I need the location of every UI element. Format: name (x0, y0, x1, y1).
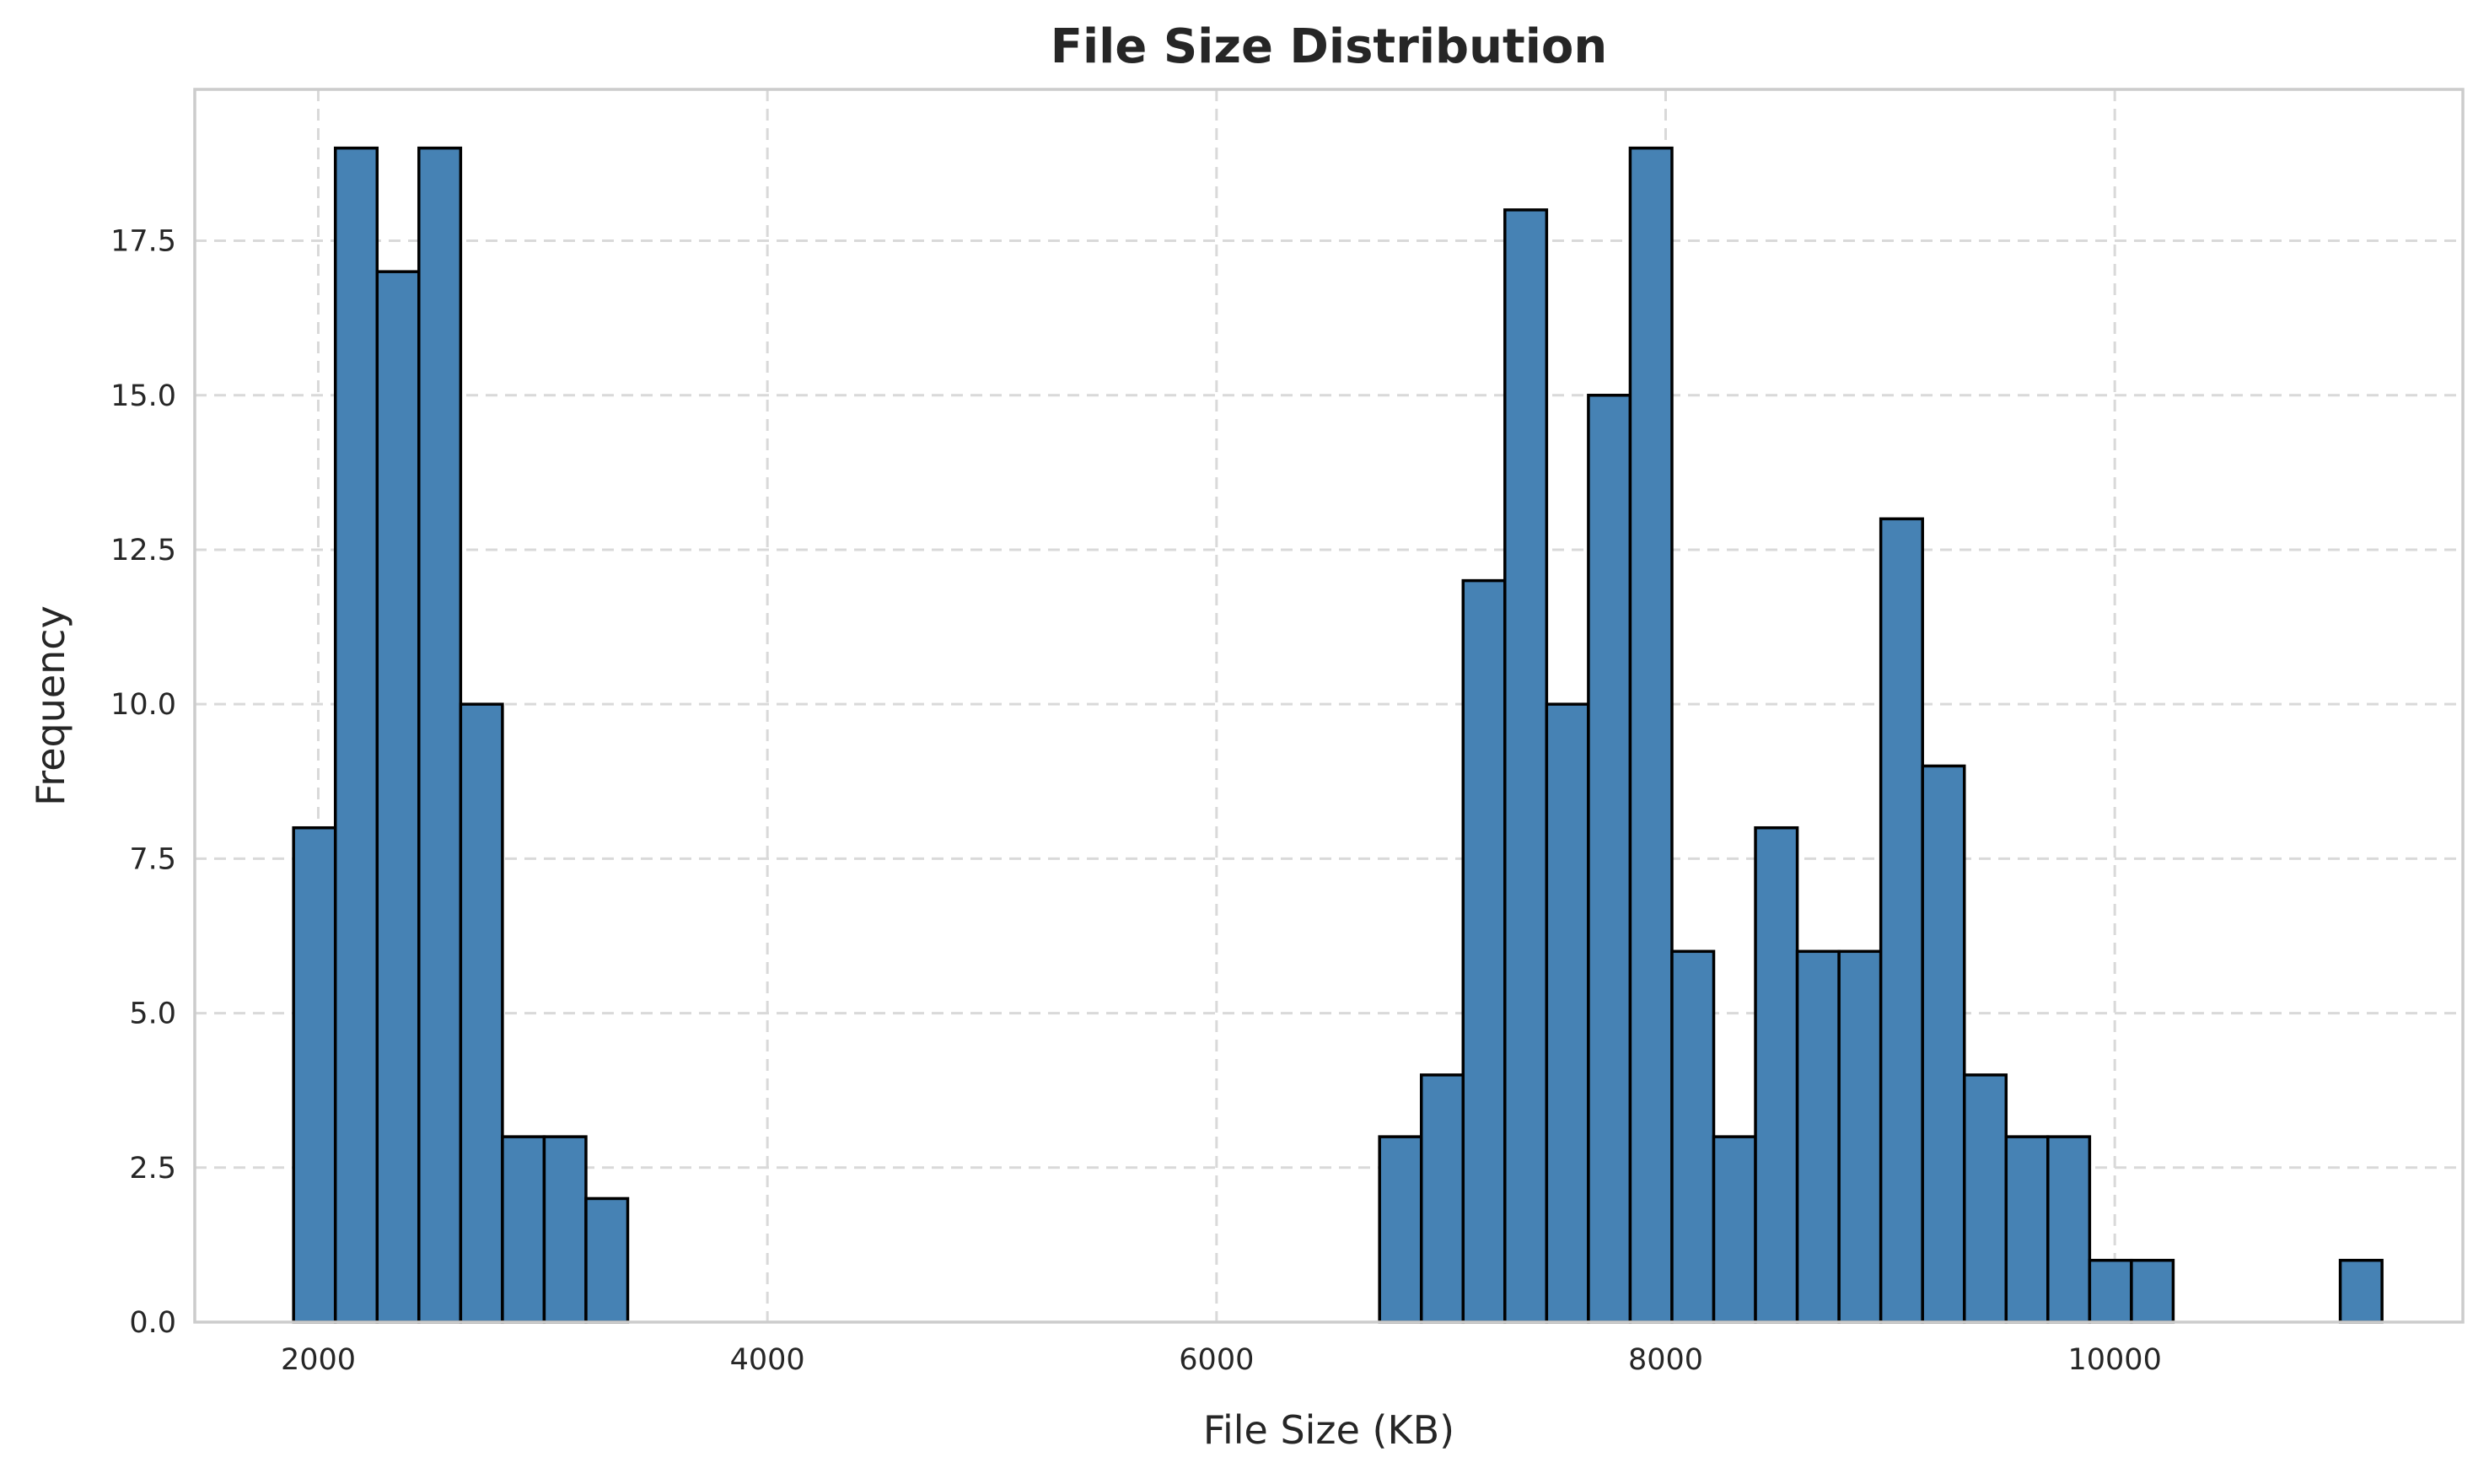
histogram-bar (2004, 1135, 2050, 1324)
histogram-bar (1545, 702, 1590, 1324)
histogram-bar (1837, 949, 1883, 1324)
x-axis-ticks: 2000 4000 6000 8000 10000 (281, 1343, 2162, 1377)
histogram-bar (375, 270, 421, 1324)
histogram-bar (1795, 949, 1841, 1324)
x-tick-label: 8000 (1628, 1343, 1703, 1377)
histogram-bar (292, 825, 337, 1324)
histogram-bar (1419, 1073, 1465, 1324)
y-axis-ticks: 0.0 2.5 5.0 7.5 10.0 12.5 15.0 17.5 (110, 225, 176, 1340)
x-axis-label: File Size (KB) (1203, 1407, 1454, 1453)
x-tick-label: 6000 (1179, 1343, 1254, 1377)
y-tick-label: 15.0 (110, 379, 176, 413)
histogram-bar (2338, 1258, 2384, 1324)
y-axis-label: Frequency (28, 605, 73, 806)
histogram-bar (1587, 394, 1632, 1324)
histogram-bar (2046, 1135, 2092, 1324)
histogram-bar (1378, 1135, 1423, 1324)
chart-title: File Size Distribution (1051, 19, 1608, 74)
y-tick-label: 10.0 (110, 688, 176, 722)
y-tick-label: 2.5 (129, 1152, 176, 1186)
x-tick-label: 4000 (730, 1343, 805, 1377)
histogram-bar (417, 146, 463, 1324)
histogram-bar (1921, 764, 1966, 1324)
y-tick-label: 12.5 (110, 534, 176, 567)
histogram-bar (1754, 825, 1799, 1324)
histogram-bar (1879, 517, 1924, 1324)
y-tick-label: 0.0 (129, 1306, 176, 1340)
histogram-bar (2130, 1258, 2175, 1324)
x-tick-label: 10000 (2068, 1343, 2162, 1377)
histogram-bar (1503, 208, 1549, 1324)
x-tick-label: 2000 (281, 1343, 356, 1377)
histogram-bar (1712, 1135, 1757, 1324)
histogram-bar (501, 1135, 546, 1324)
histogram-bar (333, 146, 379, 1324)
histogram-bar (1962, 1073, 2008, 1324)
y-tick-label: 7.5 (129, 842, 176, 876)
histogram-bars (292, 146, 2384, 1324)
plot-area-frame (193, 88, 2465, 1324)
y-tick-label: 5.0 (129, 997, 176, 1031)
histogram-bar (584, 1196, 630, 1324)
histogram-bar (1461, 578, 1507, 1324)
histogram-bar (1628, 146, 1674, 1324)
histogram-bar (1670, 949, 1716, 1324)
histogram-bar (459, 702, 504, 1324)
histogram-bar (542, 1135, 588, 1324)
histogram-bar (2088, 1258, 2133, 1324)
y-tick-label: 17.5 (110, 225, 176, 259)
